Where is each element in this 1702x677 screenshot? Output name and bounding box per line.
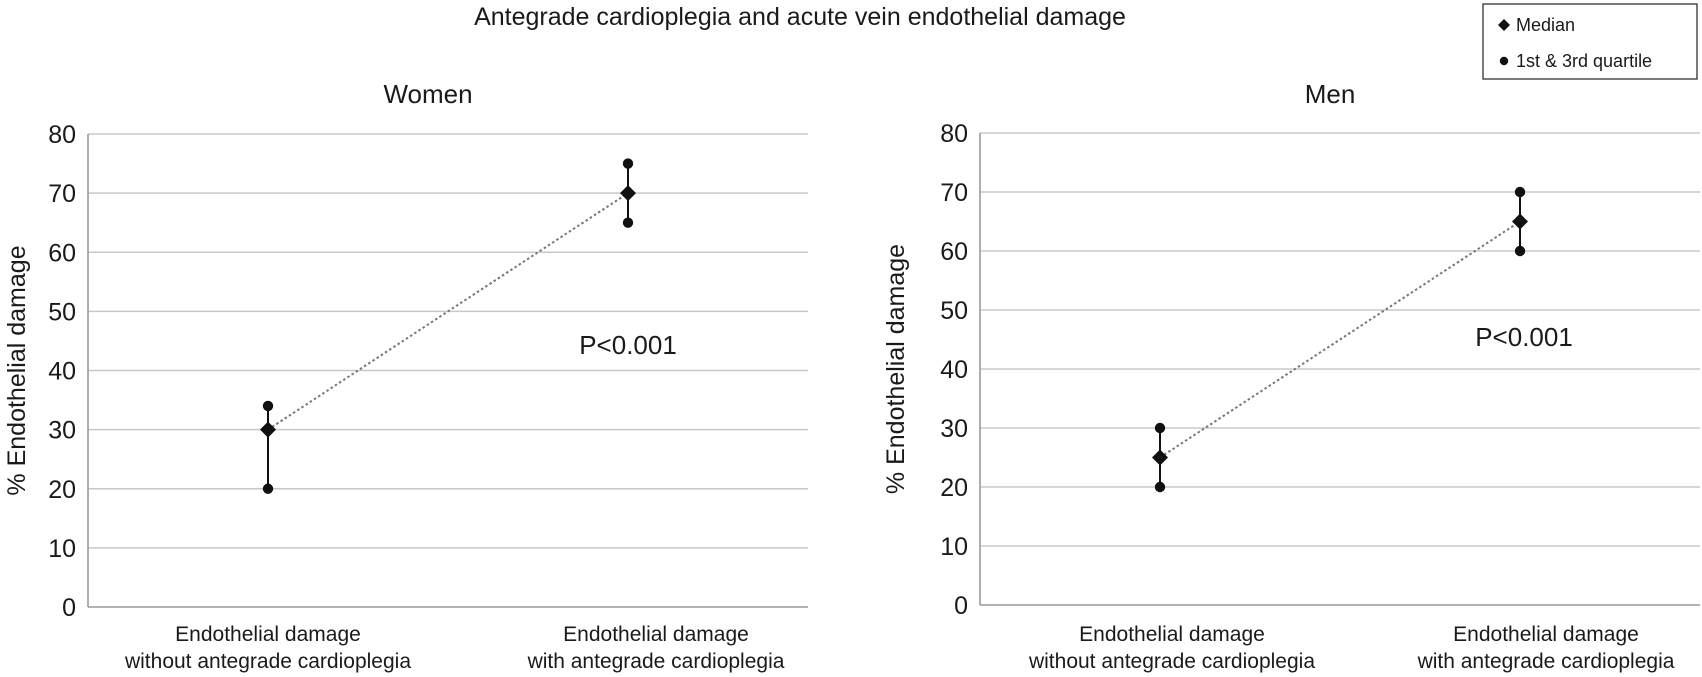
men-category-label: with antegrade cardioplegia: [1417, 650, 1675, 673]
legend-box: [1482, 3, 1698, 80]
women-category-label: without antegrade cardioplegia: [124, 650, 411, 673]
men-y-tick-label: 40: [940, 356, 968, 384]
men-y-tick-label: 60: [940, 238, 968, 266]
women-y-tick-label: 70: [48, 180, 76, 208]
women-y-tick-label: 30: [48, 417, 76, 445]
men-median-connector: [1159, 220, 1521, 459]
men-panel-title: Men: [1305, 79, 1356, 109]
women-panel-title: Women: [383, 79, 472, 109]
men-y-tick-label: 20: [940, 474, 968, 502]
men-third-quartile-point: [1154, 422, 1166, 434]
men-y-tick-label: 70: [940, 179, 968, 207]
women-first-quartile-point: [262, 483, 274, 494]
women-median-point: [260, 421, 276, 438]
figure-title: Antegrade cardioplegia and acute vein en…: [474, 3, 1126, 31]
legend-quartile-dot-icon: [1499, 56, 1509, 66]
chart-panel-men: Men 0 10 20 30 40 50 60 70 80 % Endothelial damage…: [882, 79, 1700, 673]
women-median-connector: [267, 192, 629, 431]
men-y-axis-label: % Endothelial damage: [882, 244, 910, 494]
men-category-label: Endothelial damage: [1453, 623, 1639, 646]
men-first-quartile-point: [1514, 245, 1526, 257]
women-y-tick-label: 60: [48, 239, 76, 267]
legend-quartile-label: 1st & 3rd quartile: [1516, 51, 1652, 71]
women-y-tick-label: 40: [48, 358, 76, 386]
women-first-quartile-point: [622, 217, 634, 228]
legend: Median 1st & 3rd quartile: [1482, 3, 1698, 80]
men-y-tick-label: 30: [940, 415, 968, 443]
men-category-label: without antegrade cardioplegia: [1028, 650, 1315, 673]
men-y-tick-label: 0: [954, 592, 968, 620]
women-y-tick-label: 50: [48, 298, 76, 326]
women-category-label: with antegrade cardioplegia: [527, 650, 785, 673]
women-y-tick-label: 80: [48, 121, 76, 149]
men-y-tick-label: 50: [940, 297, 968, 325]
men-p-value-annotation: P<0.001: [1475, 322, 1573, 352]
men-first-quartile-point: [1154, 481, 1166, 493]
women-y-tick-label: 20: [48, 476, 76, 504]
men-category-label: Endothelial damage: [1079, 623, 1265, 646]
women-category-label: Endothelial damage: [175, 623, 361, 646]
men-y-tick-label: 10: [940, 533, 968, 561]
women-y-tick-label: 10: [48, 535, 76, 563]
women-third-quartile-point: [622, 158, 634, 169]
women-y-axis-label: % Endothelial damage: [3, 245, 31, 495]
women-y-tick-label: 0: [62, 594, 76, 622]
men-y-tick-label: 80: [940, 120, 968, 148]
women-third-quartile-point: [262, 400, 274, 412]
legend-median-diamond-icon: [1498, 19, 1510, 31]
women-median-point: [620, 185, 636, 202]
men-third-quartile-point: [1514, 186, 1526, 198]
chart-panel-women: Women 0 10 20 30 40 50 60 70 80 % Endothelial dama…: [3, 79, 808, 673]
women-category-label: Endothelial damage: [563, 623, 749, 646]
men-median-point: [1512, 213, 1528, 230]
men-median-point: [1152, 449, 1168, 466]
legend-median-label: Median: [1516, 15, 1575, 35]
women-p-value-annotation: P<0.001: [579, 330, 677, 360]
